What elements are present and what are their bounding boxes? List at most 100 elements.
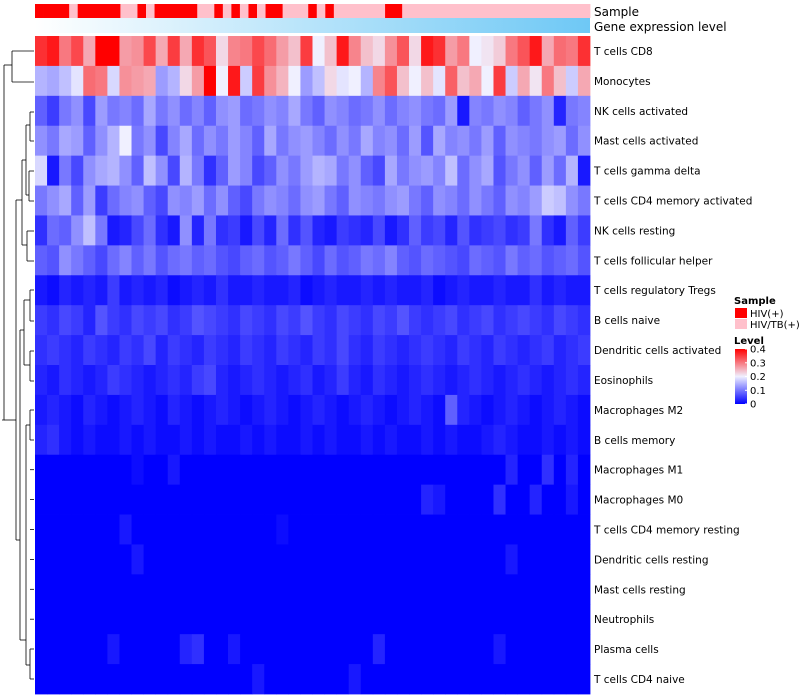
heatmap-cell (276, 544, 289, 575)
heatmap-cell (384, 65, 398, 97)
heatmap-cell (409, 125, 422, 157)
heatmap-cell (179, 454, 193, 486)
heatmap-cell (228, 125, 241, 157)
heatmap-cell (469, 664, 482, 695)
heatmap-cell (240, 275, 253, 306)
heatmap-cell (228, 514, 241, 545)
heatmap-cell (433, 245, 446, 276)
sample-annotation-cell (513, 4, 523, 18)
heatmap-cell (409, 484, 422, 515)
heatmap-cell (71, 36, 84, 67)
heatmap-cell (131, 514, 144, 545)
row-label: T cells regulatory Tregs (593, 285, 716, 297)
heatmap-cell (131, 544, 144, 575)
heatmap-cell (348, 335, 362, 366)
heatmap-cell (505, 365, 519, 396)
heatmap-cell (47, 514, 60, 545)
heatmap-cell (252, 394, 265, 426)
heatmap-cell (288, 424, 301, 456)
heatmap-cell (493, 36, 506, 67)
heatmap-cell (553, 95, 567, 127)
heatmap-cell (445, 155, 458, 186)
heatmap-cell (155, 305, 169, 336)
heatmap-cell (35, 36, 48, 67)
heatmap-cell (372, 394, 386, 426)
heatmap-cell (409, 95, 422, 127)
sample-annotation-cell (205, 4, 215, 18)
heatmap-cell (240, 604, 253, 635)
heatmap-cell (276, 185, 289, 216)
heatmap-cell (35, 215, 48, 246)
heatmap-cell (324, 664, 338, 695)
heatmap-cell (131, 36, 144, 67)
heatmap-cell (203, 544, 217, 575)
heatmap-cell (155, 424, 169, 456)
heatmap-cell (59, 604, 72, 635)
heatmap-cell (83, 215, 96, 246)
heatmap-cell (493, 454, 506, 486)
heatmap-cell (203, 155, 217, 186)
heatmap-cell (47, 484, 60, 515)
heatmap-cell (276, 424, 289, 456)
sample-annotation-cell (342, 4, 352, 18)
heatmap-cell (203, 305, 217, 336)
heatmap-cell (457, 365, 470, 396)
heatmap-cell (481, 215, 494, 246)
heatmap-cell (312, 604, 325, 635)
heatmap-cell (384, 454, 398, 486)
heatmap-cell (505, 125, 519, 157)
heatmap-cell (565, 664, 579, 695)
heatmap-cell (384, 365, 398, 396)
heatmap-cell (143, 305, 157, 336)
heatmap-cell (445, 454, 458, 486)
heatmap-cell (565, 634, 579, 665)
heatmap-cell (457, 484, 470, 515)
heatmap-cell (83, 574, 96, 605)
heatmap-cell (457, 215, 470, 246)
heatmap-cell (312, 215, 325, 246)
heatmap-cell (119, 305, 132, 336)
heatmap-cell (215, 664, 229, 695)
heatmap-cell (71, 394, 84, 426)
row-label: Monocytes (594, 76, 651, 88)
heatmap-cell (577, 95, 591, 127)
heatmap-cell (107, 155, 120, 186)
heatmap-cell (409, 245, 422, 276)
heatmap-cell (469, 125, 482, 157)
heatmap-cell (517, 95, 531, 127)
heatmap-cell (336, 604, 350, 635)
heatmap-cell (469, 394, 482, 426)
heatmap-cell (312, 335, 325, 366)
heatmap-cell (577, 215, 591, 246)
heatmap-cell (396, 424, 410, 456)
heatmap-cell (288, 544, 301, 575)
heatmap-cell (167, 65, 181, 97)
heatmap-cell (324, 155, 338, 186)
heatmap-cell (203, 574, 217, 605)
heatmap-cell (83, 185, 96, 216)
heatmap-cell (240, 544, 253, 575)
heatmap-cell (252, 335, 265, 366)
heatmap-cell (541, 604, 555, 635)
sample-annotation-cell (188, 4, 198, 18)
heatmap-cell (215, 36, 229, 67)
heatmap-cell (529, 454, 543, 486)
heatmap-cell (252, 185, 265, 216)
heatmap-cell (445, 36, 458, 67)
heatmap-cell (203, 484, 217, 515)
heatmap-cell (409, 424, 422, 456)
legend-level-title: Level (734, 336, 764, 347)
heatmap-cell (433, 634, 446, 665)
heatmap-cell (119, 245, 132, 276)
heatmap-cell (312, 574, 325, 605)
heatmap-cell (167, 305, 181, 336)
heatmap-cell (469, 454, 482, 486)
heatmap-cell (505, 634, 519, 665)
heatmap-cell (83, 544, 96, 575)
heatmap-cell (71, 185, 84, 216)
heatmap-cell (71, 125, 84, 157)
heatmap-cell (565, 245, 579, 276)
row-label: T cells CD4 memory resting (593, 525, 740, 537)
heatmap-cell (384, 664, 398, 695)
heatmap-cell (228, 305, 241, 336)
